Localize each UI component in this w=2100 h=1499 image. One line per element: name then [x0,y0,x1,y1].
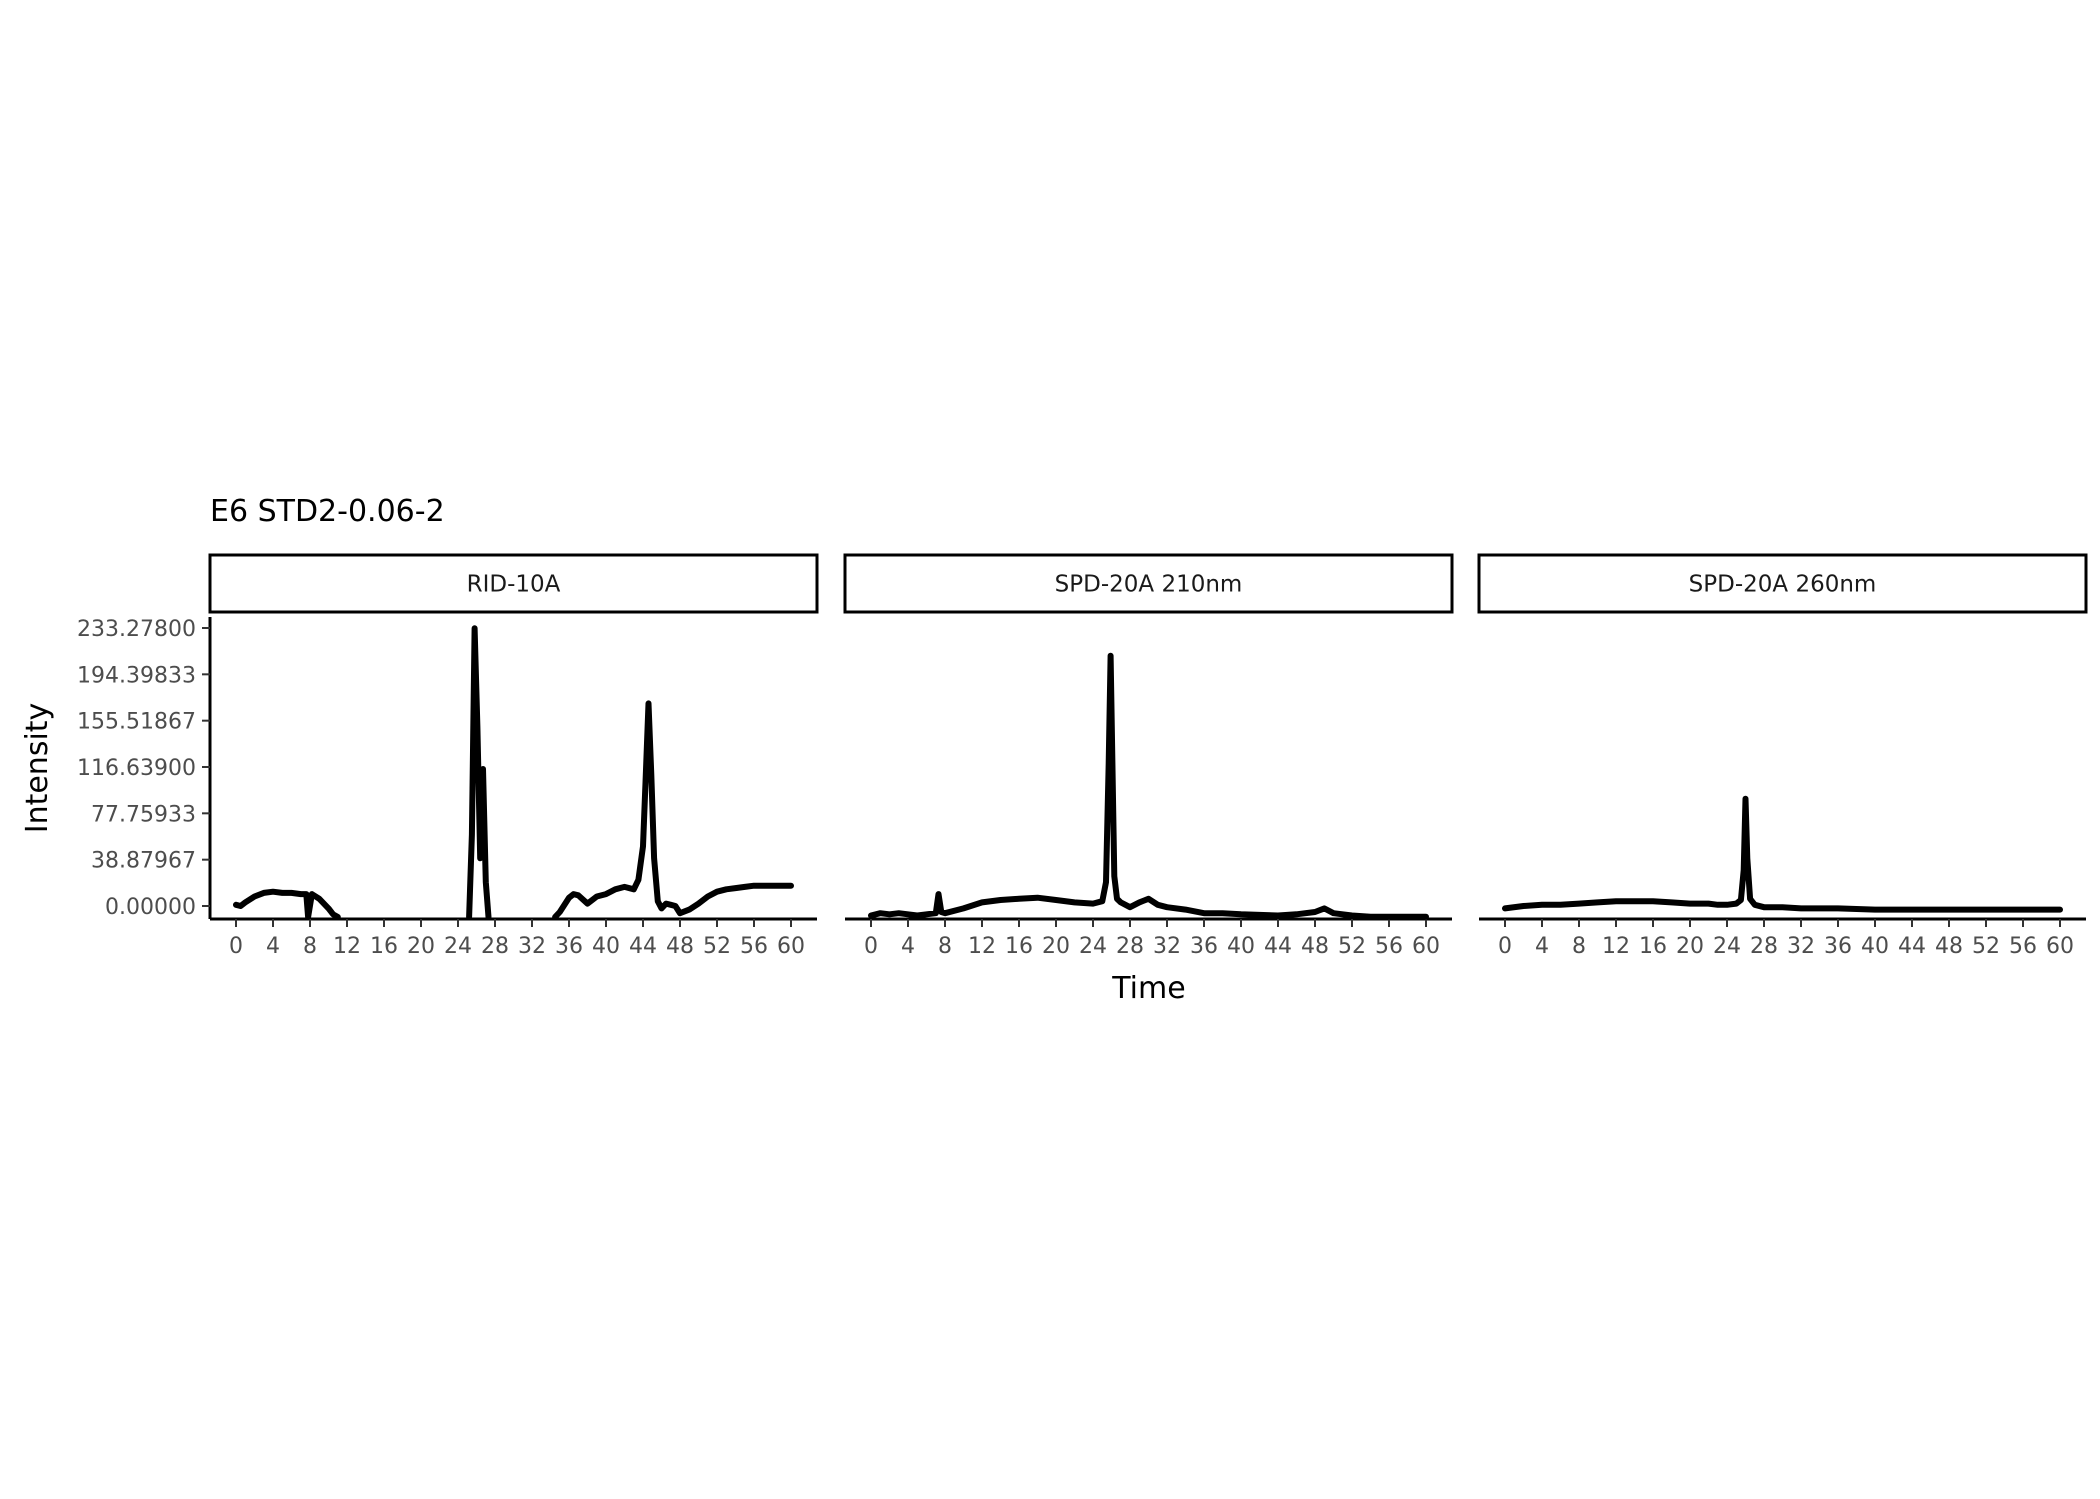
series-line-1 [868,652,1429,920]
x-tick-label: 44 [629,934,657,959]
facet-strip-label: SPD-20A 260nm [1689,572,1877,598]
x-tick-label: 48 [666,934,694,959]
x-tick-label: 12 [333,934,361,959]
x-tick-label: 20 [1042,934,1070,959]
facet-strip-box [843,553,1454,614]
x-tick-label: 12 [968,934,996,959]
x-tick-label: 60 [777,934,805,959]
x-tick-label: 40 [1861,934,1889,959]
x-tick-label: 36 [555,934,583,959]
x-tick-label: 28 [1750,934,1778,959]
y-axis-title: Intensity [20,703,55,834]
x-tick-label: 56 [1375,934,1403,959]
x-tick-label: 16 [1005,934,1033,959]
x-tick-label: 0 [864,934,878,959]
y-tick-label: 0.00000 [105,895,196,920]
x-tick-label: 44 [1898,934,1926,959]
x-tick-label: 8 [303,934,317,959]
y-tick-label: 194.39833 [77,663,196,688]
x-tick-label: 4 [901,934,915,959]
x-tick-label: 28 [1116,934,1144,959]
facet-strip-box [1477,553,2088,614]
x-tick-label: 4 [266,934,280,959]
x-tick-label: 40 [1227,934,1255,959]
x-tick-label: 48 [1935,934,1963,959]
facet-strip-box [208,553,819,614]
x-tick-label: 20 [1676,934,1704,959]
x-tick-label: 40 [592,934,620,959]
chart-title: E6 STD2-0.06-2 [210,494,445,529]
y-tick-label: 77.75933 [91,802,196,827]
x-tick-label: 0 [229,934,243,959]
x-tick-label: 16 [370,934,398,959]
x-tick-label: 56 [740,934,768,959]
x-tick-label: 52 [703,934,731,959]
y-tick-label: 116.63900 [77,756,196,781]
x-tick-label: 32 [1153,934,1181,959]
y-tick-label: 233.27800 [77,617,196,642]
facet-strip-label: RID-10A [467,572,561,598]
x-tick-label: 4 [1535,934,1549,959]
x-tick-label: 24 [1713,934,1741,959]
y-tick-label: 155.51867 [77,710,196,735]
x-tick-label: 52 [1972,934,2000,959]
x-tick-label: 0 [1498,934,1512,959]
x-tick-label: 20 [407,934,435,959]
x-tick-label: 32 [1787,934,1815,959]
x-tick-label: 56 [2009,934,2037,959]
x-tick-label: 32 [518,934,546,959]
series-line-1 [1502,795,2063,913]
x-tick-label: 44 [1264,934,1292,959]
x-axis-title: Time [1111,971,1185,1006]
x-tick-label: 8 [938,934,952,959]
x-tick-label: 12 [1602,934,1630,959]
x-tick-label: 60 [1412,934,1440,959]
series-line-3 [552,700,794,920]
x-tick-label: 8 [1572,934,1586,959]
facet-strip-label: SPD-20A 210nm [1055,572,1243,598]
x-tick-label: 52 [1338,934,1366,959]
x-tick-label: 36 [1824,934,1852,959]
x-tick-label: 36 [1190,934,1218,959]
x-tick-label: 24 [444,934,472,959]
x-tick-label: 16 [1639,934,1667,959]
x-tick-label: 48 [1301,934,1329,959]
x-tick-label: 24 [1079,934,1107,959]
series-line-1 [233,888,341,920]
x-tick-label: 60 [2046,934,2074,959]
series-line-2 [466,625,492,920]
x-tick-label: 28 [481,934,509,959]
y-tick-label: 38.87967 [91,849,196,874]
